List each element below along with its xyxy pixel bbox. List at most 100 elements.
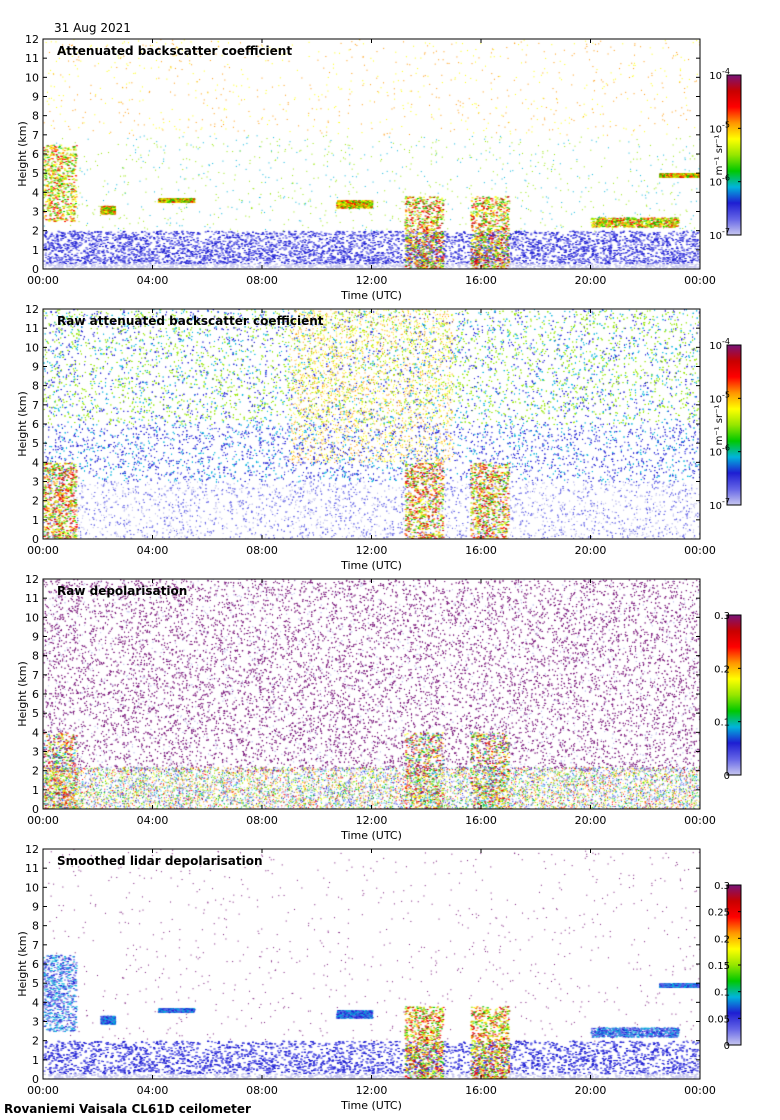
y-tick-label: 12	[25, 843, 39, 856]
heatmap-image	[43, 39, 700, 269]
y-tick-label: 4	[32, 726, 39, 739]
y-axis-label: Height (km)	[16, 931, 29, 997]
y-tick-label: 5	[32, 167, 39, 180]
colorbar-tick-label: 0.2	[714, 934, 730, 945]
y-tick-label: 11	[25, 52, 39, 65]
y-tick-label: 6	[32, 148, 39, 161]
x-tick-label: 20:00	[575, 274, 607, 287]
panel-title: Raw depolarisation	[57, 584, 187, 598]
colorbar-tick-label: 10-5	[709, 390, 730, 405]
x-tick-label: 20:00	[575, 814, 607, 827]
y-tick-label: 0	[32, 1073, 39, 1086]
y-tick-label: 5	[32, 707, 39, 720]
x-tick-label: 00:00	[27, 274, 59, 287]
colorbar-tick-label: 10-7	[709, 227, 730, 242]
y-tick-label: 1	[32, 1054, 39, 1067]
colorbar-unit: m⁻¹ sr⁻¹	[714, 405, 725, 446]
x-axis-label: Time (UTC)	[340, 559, 402, 572]
colorbar-tick-label: 10-6	[709, 174, 730, 189]
x-tick-label: 12:00	[356, 274, 388, 287]
y-tick-label: 5	[32, 437, 39, 450]
y-tick-label: 10	[25, 881, 39, 894]
x-tick-label: 04:00	[137, 1084, 169, 1097]
x-tick-label: 00:00	[27, 1084, 59, 1097]
y-tick-label: 6	[32, 958, 39, 971]
colorbar-tick-label: 0.3	[714, 881, 730, 892]
colorbar-tick-label: 10-5	[709, 120, 730, 135]
y-tick-label: 11	[25, 592, 39, 605]
x-axis-label: Time (UTC)	[340, 829, 402, 842]
colorbar-tick-label: 0.1	[714, 988, 730, 999]
y-tick-label: 2	[32, 765, 39, 778]
colorbar-tick-label: 0.25	[708, 908, 730, 919]
x-tick-label: 04:00	[137, 544, 169, 557]
x-tick-label: 00:00	[27, 544, 59, 557]
panel-title: Raw attenuated backscatter coefficient	[57, 314, 324, 328]
y-tick-label: 7	[32, 399, 39, 412]
x-tick-label: 04:00	[137, 814, 169, 827]
y-tick-label: 9	[32, 631, 39, 644]
y-axis-label: Height (km)	[16, 391, 29, 457]
y-tick-label: 2	[32, 225, 39, 238]
y-axis-label: Height (km)	[16, 661, 29, 727]
x-tick-label: 12:00	[356, 814, 388, 827]
y-tick-label: 11	[25, 322, 39, 335]
heatmap-image	[43, 309, 700, 539]
y-tick-label: 9	[32, 91, 39, 104]
colorbar-tick-label: 0.3	[714, 611, 730, 622]
y-tick-label: 1	[32, 784, 39, 797]
y-tick-label: 2	[32, 1035, 39, 1048]
colorbar-tick-label: 0.2	[714, 664, 730, 675]
y-tick-label: 9	[32, 361, 39, 374]
y-tick-label: 12	[25, 573, 39, 586]
x-tick-label: 08:00	[246, 1084, 278, 1097]
y-tick-label: 7	[32, 129, 39, 142]
y-tick-label: 3	[32, 476, 39, 489]
y-tick-label: 6	[32, 418, 39, 431]
y-axis-label: Height (km)	[16, 121, 29, 187]
y-tick-label: 10	[25, 71, 39, 84]
y-tick-label: 0	[32, 803, 39, 816]
y-tick-label: 7	[32, 669, 39, 682]
y-tick-label: 1	[32, 514, 39, 527]
y-tick-label: 4	[32, 186, 39, 199]
colorbar-tick-label: 10-4	[709, 337, 730, 352]
colorbar-tick-label: 0.1	[714, 718, 730, 729]
colorbar	[726, 344, 742, 506]
y-tick-label: 3	[32, 746, 39, 759]
colorbar-tick-label: 10-6	[709, 444, 730, 459]
x-axis-label: Time (UTC)	[340, 1099, 402, 1112]
y-tick-label: 12	[25, 303, 39, 316]
y-tick-label: 0	[32, 533, 39, 546]
colorbar-tick-label: 0.05	[708, 1014, 730, 1025]
colorbar-unit: m⁻¹ sr⁻¹	[714, 135, 725, 176]
x-tick-label: 16:00	[465, 544, 497, 557]
y-tick-label: 4	[32, 996, 39, 1009]
y-tick-label: 8	[32, 110, 39, 123]
y-tick-label: 11	[25, 862, 39, 875]
y-tick-label: 3	[32, 1016, 39, 1029]
y-tick-label: 12	[25, 33, 39, 46]
x-tick-label: 16:00	[465, 1084, 497, 1097]
y-tick-label: 10	[25, 341, 39, 354]
heatmap-image	[43, 579, 700, 809]
colorbar	[726, 74, 742, 236]
y-tick-label: 8	[32, 650, 39, 663]
x-tick-label: 00:00	[684, 544, 716, 557]
y-tick-label: 9	[32, 901, 39, 914]
colorbar-tick-label: 0.15	[708, 961, 730, 972]
x-tick-label: 08:00	[246, 274, 278, 287]
x-axis-label: Time (UTC)	[340, 289, 402, 302]
colorbar-tick-label: 0	[724, 1041, 730, 1052]
y-tick-label: 7	[32, 939, 39, 952]
x-tick-label: 16:00	[465, 814, 497, 827]
x-tick-label: 08:00	[246, 814, 278, 827]
y-tick-label: 10	[25, 611, 39, 624]
panel-title: Attenuated backscatter coefficient	[57, 44, 292, 58]
x-tick-label: 08:00	[246, 544, 278, 557]
y-tick-label: 5	[32, 977, 39, 990]
